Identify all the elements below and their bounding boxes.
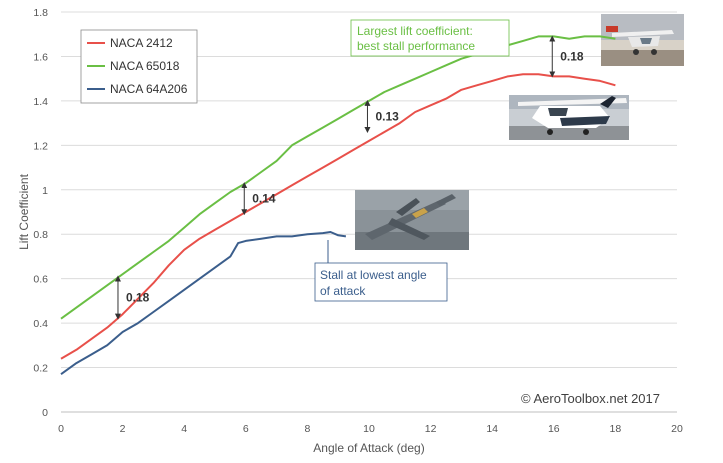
note-largest-box <box>350 19 510 57</box>
note-largest-lift: Largest lift coefficient: best stall per… <box>350 19 510 57</box>
x-axis-label: Angle of Attack (deg) <box>313 441 424 455</box>
x-tick-label: 14 <box>486 423 498 435</box>
y-tick-label: 1.2 <box>33 140 48 152</box>
series-line-naca-65018 <box>60 35 616 320</box>
difference-label: 0.18 <box>560 49 584 63</box>
y-tick-label: 1.4 <box>33 96 48 108</box>
photo-light-sport-aircraft <box>601 14 684 66</box>
x-tick-label: 4 <box>181 423 187 435</box>
note-largest-line-2: best stall performance <box>357 39 475 53</box>
x-tick-label: 2 <box>120 423 126 435</box>
difference-label: 0.14 <box>252 192 276 206</box>
photo-cessna <box>509 95 629 140</box>
copyright-text: © AeroToolbox.net 2017 <box>521 391 660 406</box>
y-tick-label: 0.4 <box>33 318 48 330</box>
difference-label: 0.13 <box>375 109 399 123</box>
y-tick-label: 1.8 <box>33 7 48 19</box>
x-axis-ticks: 0 2 4 6 8 10 12 14 16 18 20 <box>58 423 683 435</box>
y-tick-label: 1 <box>42 185 48 197</box>
y-axis-ticks: 0 0.2 0.4 0.6 0.8 1 1.2 1.4 1.6 1.8 <box>33 7 48 419</box>
photo-f16 <box>355 190 469 250</box>
difference-annotations: 0.18 0.14 0.13 0.18 <box>114 35 584 320</box>
series-line-naca-64a206 <box>60 231 347 376</box>
y-axis-label: Lift Coefficient <box>17 173 31 249</box>
x-tick-label: 16 <box>548 423 560 435</box>
x-tick-label: 6 <box>243 423 249 435</box>
y-tick-label: 0.2 <box>33 363 48 375</box>
x-tick-label: 0 <box>58 423 64 435</box>
aircraft-photos <box>355 14 684 250</box>
x-tick-label: 10 <box>363 423 375 435</box>
legend-label-naca-65018: NACA 65018 <box>110 59 180 73</box>
note-stall: Stall at lowest angle of attack <box>314 240 448 302</box>
difference-label: 0.18 <box>126 291 150 305</box>
note-stall-line-2: of attack <box>320 284 366 298</box>
y-tick-label: 0.8 <box>33 229 48 241</box>
series-line-naca-2412 <box>60 73 616 360</box>
y-tick-label: 1.6 <box>33 51 48 63</box>
y-tick-label: 0 <box>42 407 48 419</box>
y-tick-label: 0.6 <box>33 274 48 286</box>
legend-label-naca-64a206: NACA 64A206 <box>110 82 188 96</box>
x-tick-label: 18 <box>610 423 622 435</box>
note-stall-box <box>314 262 448 302</box>
data-series <box>60 35 616 376</box>
legend: NACA 2412 NACA 65018 NACA 64A206 <box>80 29 198 104</box>
x-tick-label: 20 <box>671 423 683 435</box>
x-tick-label: 8 <box>304 423 310 435</box>
note-largest-line-1: Largest lift coefficient: <box>357 24 473 38</box>
legend-label-naca-2412: NACA 2412 <box>110 36 173 50</box>
note-stall-line-1: Stall at lowest angle <box>320 268 427 282</box>
x-tick-label: 12 <box>425 423 437 435</box>
